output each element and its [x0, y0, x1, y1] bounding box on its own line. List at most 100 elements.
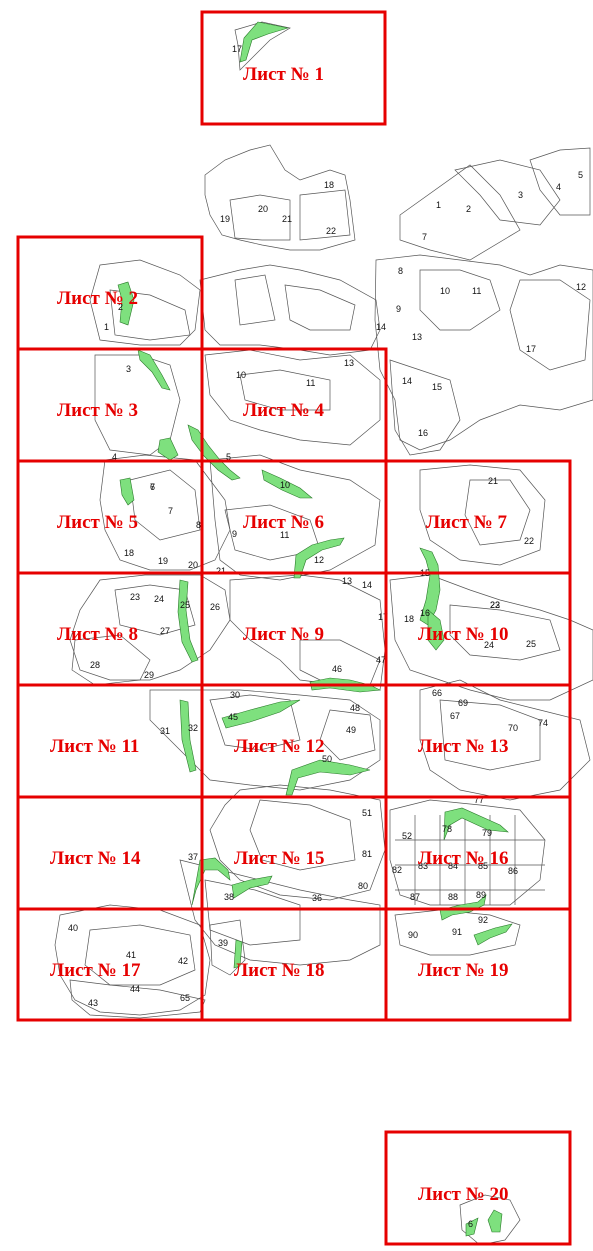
sheet-label-11: Лист № 11: [50, 736, 139, 757]
plot-number: 11: [306, 378, 315, 388]
plot-number: 88: [448, 892, 458, 902]
plot-number: 17: [526, 344, 536, 354]
plot-number: 27: [160, 626, 170, 636]
plot-number: 10: [236, 370, 246, 380]
sheet-label-14: Лист № 14: [50, 848, 141, 869]
plot-number: 3: [518, 190, 523, 200]
plot-number: 47: [376, 655, 386, 665]
plot-number: 11: [280, 530, 289, 540]
plot-number: 37: [188, 852, 198, 862]
plot-number: 21: [216, 566, 226, 576]
plot-number: 39: [218, 938, 228, 948]
plot-number: 16: [420, 608, 430, 618]
plot-number: 66: [432, 688, 442, 698]
sheet-labels: Лист № 1 Лист № 2 Лист № 3 Лист № 4 Лист…: [50, 64, 508, 1205]
plot-number: 4: [112, 452, 117, 462]
plot-number: 85: [478, 861, 488, 871]
plot-number: 20: [188, 560, 198, 570]
plot-number: 67: [450, 711, 460, 721]
plot-number: 13: [412, 332, 422, 342]
plot-number: 87: [410, 892, 420, 902]
plot-number: 1: [436, 200, 441, 210]
plot-number: 17: [232, 44, 242, 54]
plot-number: 31: [160, 726, 170, 736]
plot-number: 21: [282, 214, 292, 224]
sheet-label-2: Лист № 2: [57, 288, 138, 309]
plot-number: 7: [168, 506, 173, 516]
sheet-label-16: Лист № 16: [418, 848, 508, 869]
sheet-label-7: Лист № 7: [426, 512, 507, 533]
sheet-label-5: Лист № 5: [57, 512, 138, 533]
sheet-label-8: Лист № 8: [57, 624, 138, 645]
plot-number: 12: [576, 282, 586, 292]
plot-number: 90: [408, 930, 418, 940]
plot-number: 79: [482, 828, 492, 838]
plot-number: 9: [396, 304, 401, 314]
plot-number: 78: [442, 824, 452, 834]
plot-number: 41: [126, 950, 136, 960]
plot-number: 19: [220, 214, 230, 224]
plot-number: 23: [490, 600, 500, 610]
plot-number: 24: [484, 640, 494, 650]
plot-number: 10: [440, 286, 450, 296]
plot-number: 81: [362, 849, 372, 859]
plot-number: 9: [232, 529, 237, 539]
plot-number: 21: [488, 476, 498, 486]
plot-number: 18: [404, 614, 414, 624]
plot-number: 82: [392, 865, 402, 875]
plot-number: 74: [538, 718, 548, 728]
plot-outlines: [54, 21, 593, 1246]
sheet-label-4: Лист № 4: [243, 400, 324, 421]
plot-number: 49: [346, 725, 356, 735]
plot-number: 36: [312, 893, 322, 903]
plot-number: 30: [230, 690, 240, 700]
sheet-frame-1: [200, 10, 387, 126]
plot-number: 22: [490, 600, 500, 610]
plot-number: 11: [472, 286, 481, 296]
plot-number: 4: [556, 182, 561, 192]
plot-number: 65: [180, 993, 190, 1003]
sheet-label-1: Лист № 1: [243, 64, 324, 85]
sheet-label-9: Лист № 9: [243, 624, 324, 645]
plot-number: 51: [362, 808, 372, 818]
sheet-label-18: Лист № 18: [234, 960, 324, 981]
plot-number: 50: [322, 754, 332, 764]
plot-number: 92: [478, 915, 488, 925]
plot-number: 69: [458, 698, 468, 708]
plot-number: 12: [314, 555, 324, 565]
plot-number: 15: [432, 382, 442, 392]
plot-number: 10: [280, 480, 290, 490]
plot-number: 3: [126, 364, 131, 374]
plot-number: 8: [196, 520, 201, 530]
plot-number: 25: [180, 600, 190, 610]
plot-number: 40: [68, 923, 78, 933]
plot-number: 23: [130, 592, 140, 602]
plot-number: 48: [350, 703, 360, 713]
plot-number: 38: [224, 892, 234, 902]
plot-number: 46: [332, 664, 342, 674]
plot-number: 28: [90, 660, 100, 670]
plot-number-labels: 17 18 19 20 21 22 1 2 3 4 5 7 8 9 10 11 …: [68, 44, 586, 1229]
plot-number: 77: [474, 795, 484, 805]
plot-number: 84: [448, 861, 458, 871]
plot-number: 6: [150, 482, 155, 492]
plot-number: 22: [326, 226, 336, 236]
sheet-label-6: Лист № 6: [243, 512, 324, 533]
sheet-frame-20: [384, 1130, 572, 1246]
plot-number: 44: [130, 984, 140, 994]
plot-number: 22: [524, 536, 534, 546]
plot-number: 91: [452, 927, 462, 937]
plot-number: 6: [468, 1219, 473, 1229]
plot-number: 42: [178, 956, 188, 966]
plot-number: 43: [88, 998, 98, 1008]
plot-number: 18: [124, 548, 134, 558]
plot-number: 7: [422, 232, 427, 242]
plot-number: 25: [526, 639, 536, 649]
sheet-label-17: Лист № 17: [50, 960, 141, 981]
plot-number: 45: [228, 712, 238, 722]
sheet-label-19: Лист № 19: [418, 960, 508, 981]
plot-number: 26: [210, 602, 220, 612]
plot-number: 70: [508, 723, 518, 733]
sheet-frame-19: [384, 907, 572, 1022]
